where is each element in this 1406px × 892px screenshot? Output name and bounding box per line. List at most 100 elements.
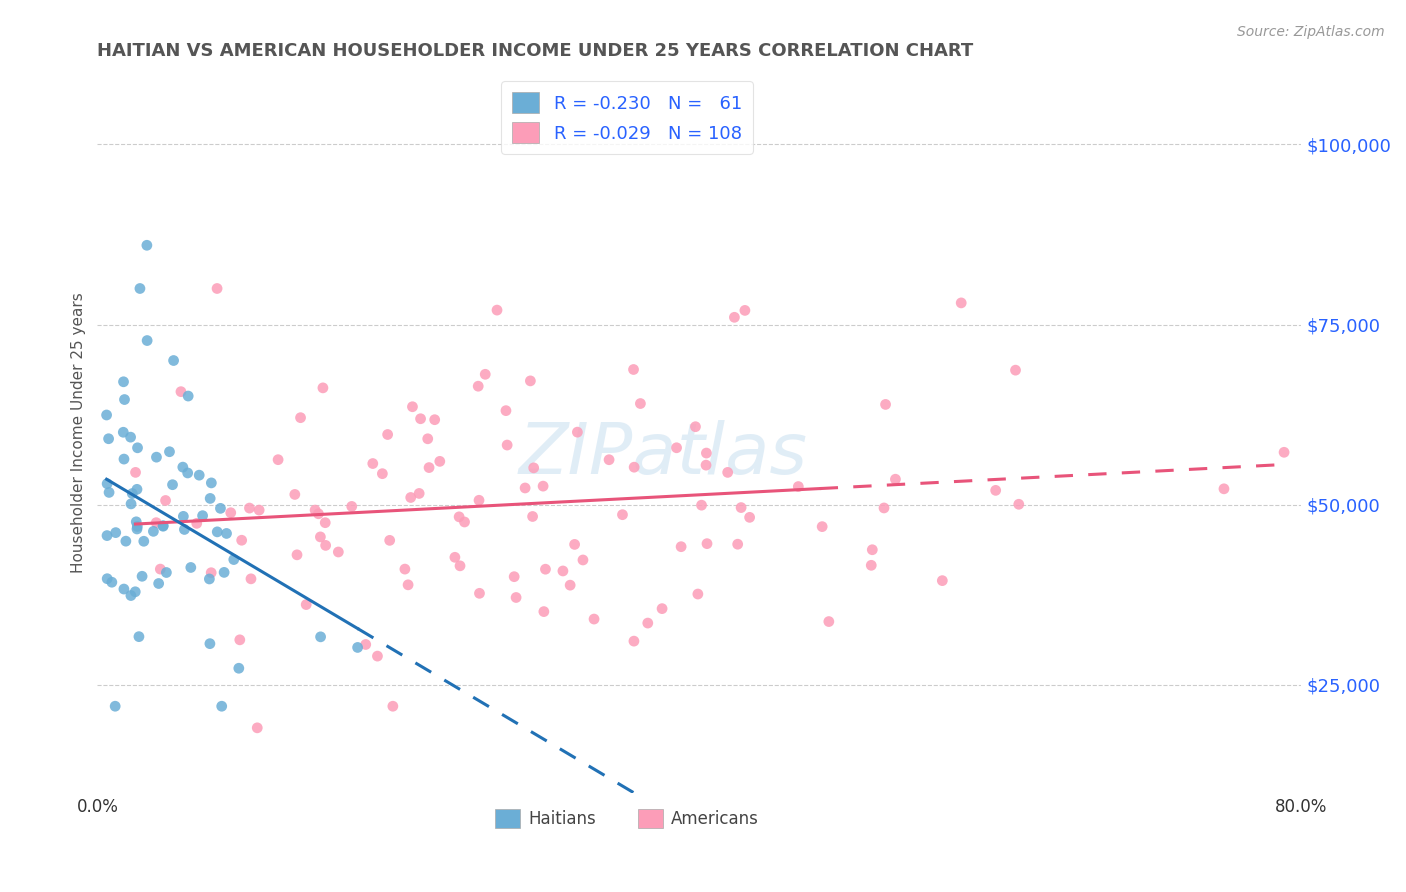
Point bbox=[361, 457, 384, 471]
Point bbox=[114, 392, 136, 407]
Point bbox=[124, 466, 146, 480]
Point bbox=[136, 334, 159, 348]
Point bbox=[180, 560, 202, 574]
Point bbox=[209, 501, 232, 516]
Point bbox=[665, 441, 688, 455]
Point bbox=[152, 518, 174, 533]
Point bbox=[198, 572, 221, 586]
Point bbox=[198, 637, 221, 651]
Point bbox=[200, 566, 222, 580]
Point bbox=[423, 413, 446, 427]
Point bbox=[170, 384, 193, 399]
Point bbox=[295, 598, 318, 612]
Point bbox=[449, 509, 471, 524]
Point bbox=[531, 479, 554, 493]
Point bbox=[723, 310, 745, 325]
Point bbox=[583, 612, 606, 626]
Point bbox=[685, 419, 707, 434]
Point bbox=[285, 548, 308, 562]
Text: HAITIAN VS AMERICAN HOUSEHOLDER INCOME UNDER 25 YEARS CORRELATION CHART: HAITIAN VS AMERICAN HOUSEHOLDER INCOME U… bbox=[97, 42, 973, 60]
Point bbox=[228, 661, 250, 675]
Point bbox=[115, 534, 138, 549]
Point bbox=[159, 444, 181, 458]
Point bbox=[623, 460, 645, 475]
Point bbox=[1008, 497, 1031, 511]
Point bbox=[401, 400, 423, 414]
Point bbox=[1004, 363, 1026, 377]
Point bbox=[873, 500, 896, 515]
Point bbox=[112, 375, 135, 389]
Point bbox=[120, 430, 142, 444]
Point bbox=[129, 281, 152, 295]
Point bbox=[247, 503, 270, 517]
Point bbox=[112, 452, 135, 467]
Point bbox=[669, 540, 692, 554]
Point bbox=[155, 493, 177, 508]
Point bbox=[124, 584, 146, 599]
Point bbox=[177, 389, 200, 403]
Point bbox=[246, 721, 269, 735]
Point bbox=[495, 403, 517, 417]
Text: Source: ZipAtlas.com: Source: ZipAtlas.com bbox=[1237, 25, 1385, 39]
Point bbox=[378, 533, 401, 548]
Point bbox=[453, 515, 475, 529]
Point bbox=[328, 545, 350, 559]
Point bbox=[98, 485, 121, 500]
Point bbox=[127, 441, 149, 455]
Point bbox=[96, 408, 118, 422]
Point bbox=[314, 516, 336, 530]
Text: ZIPatlas: ZIPatlas bbox=[519, 419, 807, 489]
Point bbox=[229, 632, 252, 647]
Point bbox=[860, 558, 883, 573]
Point bbox=[564, 537, 586, 551]
Point bbox=[340, 500, 363, 514]
Point bbox=[346, 640, 368, 655]
Point bbox=[290, 410, 312, 425]
Point bbox=[522, 509, 544, 524]
Point bbox=[1213, 482, 1236, 496]
Point bbox=[651, 601, 673, 615]
Point bbox=[371, 467, 394, 481]
Point bbox=[717, 466, 740, 480]
Point bbox=[738, 510, 761, 524]
Point bbox=[152, 519, 174, 533]
Point bbox=[686, 587, 709, 601]
Point bbox=[366, 649, 388, 664]
Point bbox=[416, 432, 439, 446]
Point bbox=[534, 562, 557, 576]
Point bbox=[120, 497, 142, 511]
Point bbox=[315, 538, 337, 552]
Point bbox=[128, 630, 150, 644]
Point bbox=[312, 381, 335, 395]
Point bbox=[418, 460, 440, 475]
Point bbox=[1272, 445, 1295, 459]
Point bbox=[449, 558, 471, 573]
Point bbox=[191, 508, 214, 523]
Point bbox=[696, 536, 718, 550]
Point bbox=[104, 699, 127, 714]
Point bbox=[408, 486, 430, 500]
Point bbox=[238, 501, 260, 516]
Point bbox=[485, 303, 508, 318]
Point bbox=[112, 425, 135, 440]
Point bbox=[155, 566, 177, 580]
Point bbox=[97, 432, 120, 446]
Point bbox=[131, 569, 153, 583]
Point bbox=[186, 516, 208, 531]
Point bbox=[884, 472, 907, 486]
Point bbox=[120, 589, 142, 603]
Point bbox=[205, 281, 228, 295]
Point bbox=[284, 487, 307, 501]
Point bbox=[503, 570, 526, 584]
Point bbox=[818, 615, 841, 629]
Y-axis label: Householder Income Under 25 years: Householder Income Under 25 years bbox=[72, 293, 86, 573]
Point bbox=[125, 483, 148, 497]
Point bbox=[468, 493, 491, 508]
Point bbox=[145, 450, 167, 465]
Point bbox=[96, 572, 118, 586]
Point bbox=[551, 564, 574, 578]
Point bbox=[162, 353, 184, 368]
Point bbox=[188, 468, 211, 483]
Point bbox=[513, 481, 536, 495]
Point bbox=[598, 452, 620, 467]
